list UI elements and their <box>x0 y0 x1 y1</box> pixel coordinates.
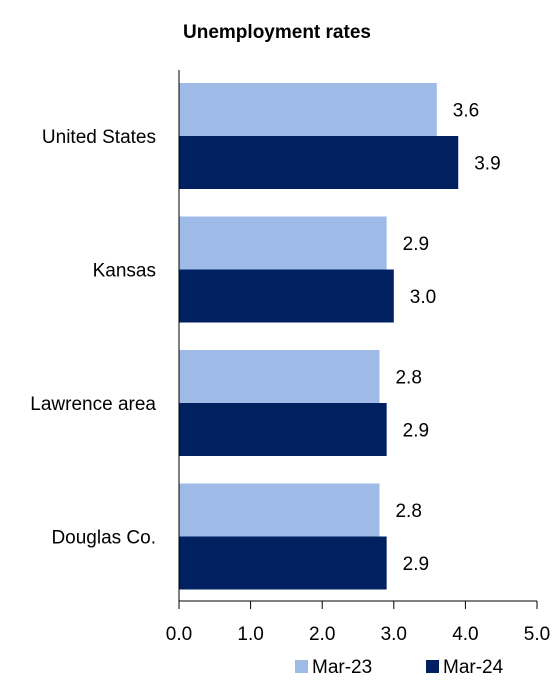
category-label: Lawrence area <box>30 394 156 415</box>
x-tick-label: 4.0 <box>452 624 478 645</box>
bar <box>179 350 380 403</box>
data-label: 3.0 <box>410 287 436 308</box>
bar <box>179 536 387 590</box>
x-tick-label: 0.0 <box>166 624 192 645</box>
data-label: 3.9 <box>474 154 500 175</box>
labels-group: United States 3.6 3.9 Kansas 2.9 3.0 Lawrence … <box>30 101 500 576</box>
bars-group <box>179 83 459 590</box>
legend-label: Mar-24 <box>443 657 504 678</box>
chart-title: Unemployment rates <box>183 22 371 43</box>
legend-swatch <box>295 660 308 673</box>
data-label: 3.6 <box>453 101 479 122</box>
legend-label: Mar-23 <box>312 657 372 678</box>
x-tick-label: 1.0 <box>237 624 263 645</box>
category-label: Douglas Co. <box>51 528 156 549</box>
category-label: Kansas <box>93 261 156 282</box>
bar <box>179 83 437 136</box>
data-label: 2.9 <box>403 234 429 255</box>
x-tick-label: 5.0 <box>524 624 550 645</box>
bar <box>179 216 387 270</box>
category-label: United States <box>42 127 156 148</box>
x-tick-label: 3.0 <box>381 624 407 645</box>
x-tick-label: 2.0 <box>309 624 335 645</box>
data-label: 2.9 <box>403 421 429 442</box>
data-label: 2.9 <box>403 554 429 575</box>
bar <box>179 269 394 323</box>
bar <box>179 136 459 189</box>
axes-group: 0.0 1.0 2.0 3.0 4.0 5.0 <box>166 70 550 645</box>
data-label: 2.8 <box>395 368 421 389</box>
data-label: 2.8 <box>395 501 421 522</box>
bar <box>179 483 380 537</box>
bar <box>179 403 387 456</box>
legend: Mar-23 Mar-24 <box>295 657 504 678</box>
legend-swatch <box>426 660 439 673</box>
